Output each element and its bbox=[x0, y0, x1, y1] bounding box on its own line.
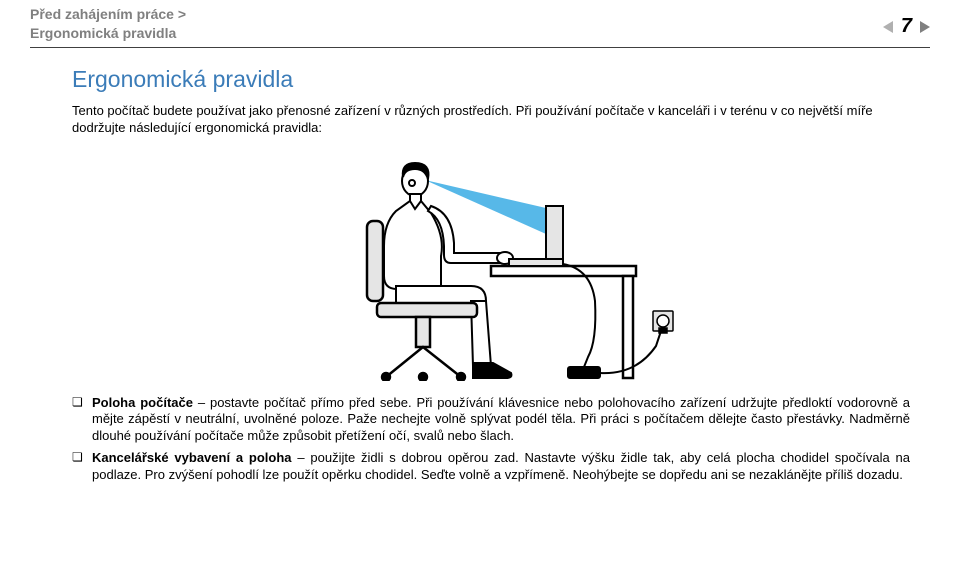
bullet-list: Poloha počítače – postavte počítač přímo… bbox=[72, 395, 910, 484]
breadcrumb: Před zahájením práce > Ergonomická pravi… bbox=[30, 5, 186, 43]
breadcrumb-line2: Ergonomická pravidla bbox=[30, 24, 186, 43]
list-item: Poloha počítače – postavte počítač přímo… bbox=[72, 395, 910, 445]
page-header: Před zahájením práce > Ergonomická pravi… bbox=[0, 0, 960, 47]
bullet-term: Kancelářské vybavení a poloha bbox=[92, 450, 292, 465]
page-navigation: 7 bbox=[883, 15, 930, 38]
intro-paragraph: Tento počítač budete používat jako přeno… bbox=[72, 103, 910, 137]
page-title: Ergonomická pravidla bbox=[72, 66, 910, 93]
chevron-right-icon[interactable] bbox=[920, 21, 930, 33]
header-divider bbox=[30, 47, 930, 48]
main-content: Ergonomická pravidla Tento počítač budet… bbox=[0, 66, 960, 484]
page-number: 7 bbox=[901, 15, 912, 38]
bullet-term: Poloha počítače bbox=[92, 395, 193, 410]
bullet-text: – postavte počítač přímo před sebe. Při … bbox=[92, 395, 910, 443]
chevron-left-icon[interactable] bbox=[883, 21, 893, 33]
breadcrumb-line1: Před zahájením práce > bbox=[30, 5, 186, 24]
ergonomics-illustration bbox=[72, 151, 910, 381]
list-item: Kancelářské vybavení a poloha – použijte… bbox=[72, 450, 910, 483]
